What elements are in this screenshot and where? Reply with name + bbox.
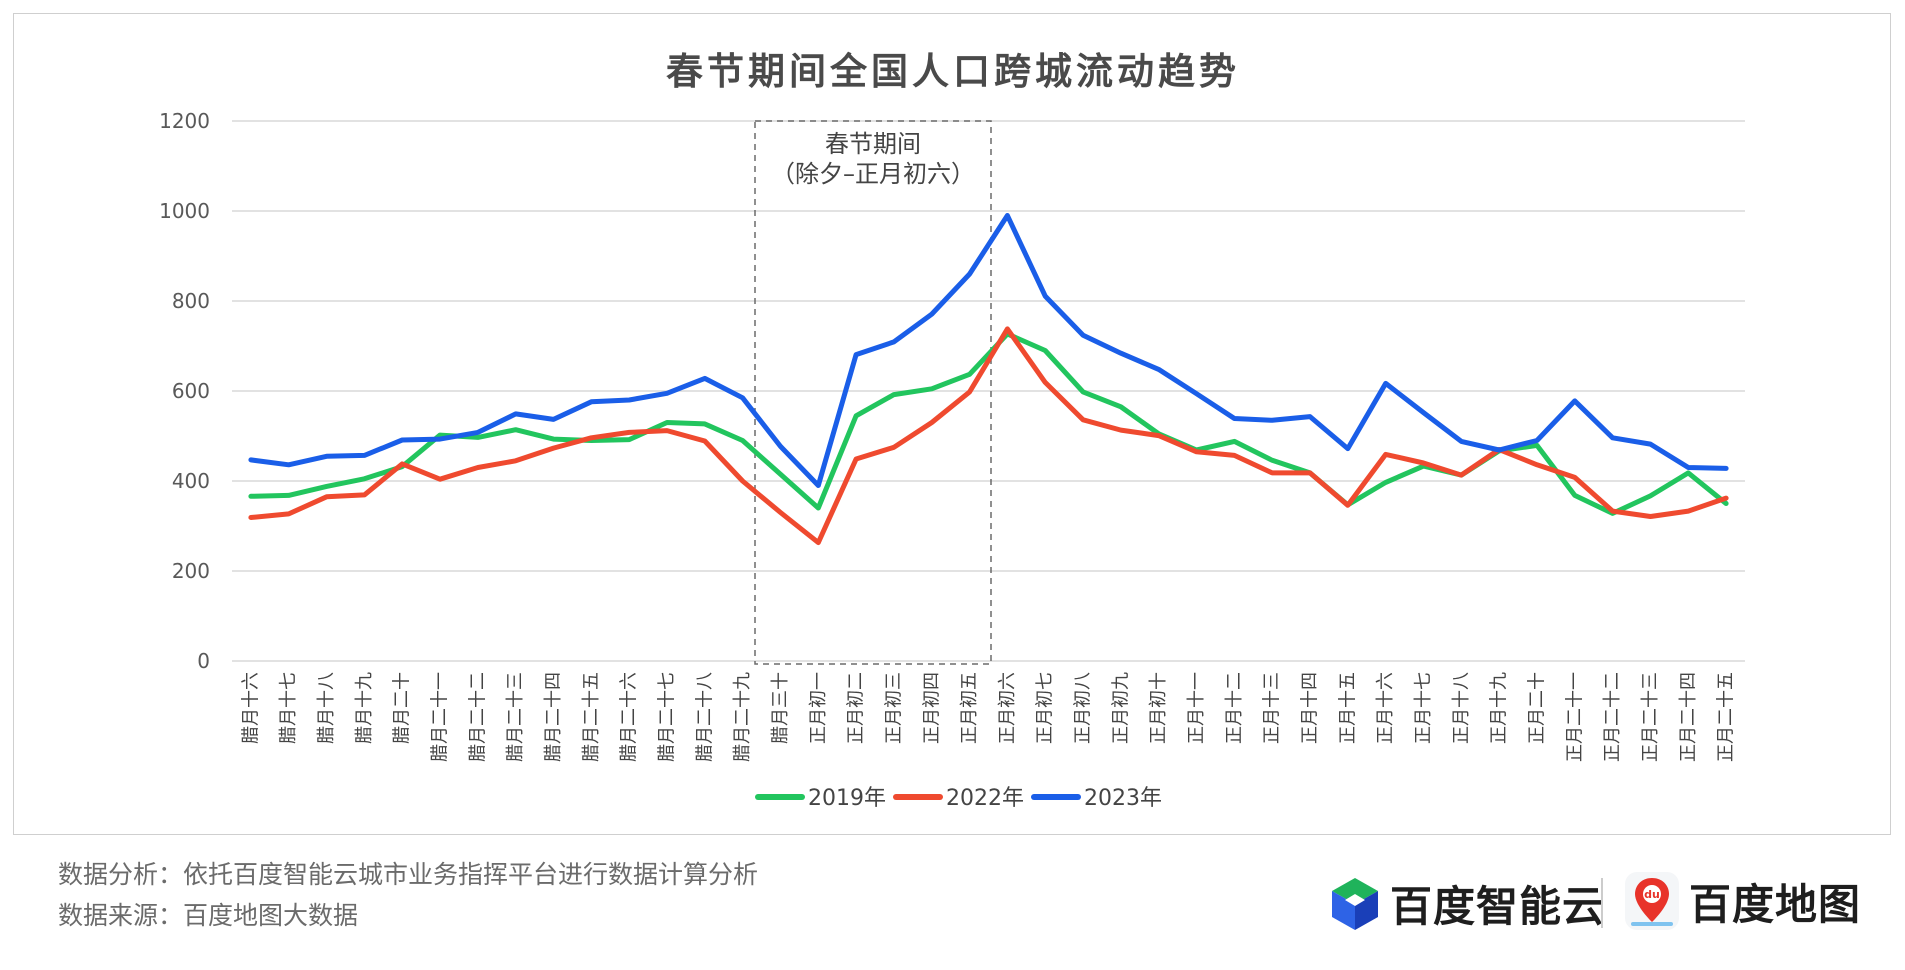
chart-frame: 春节期间全国人口跨城流动趋势 0 200 400 600 800 1000 1200 春节期… [13,13,1891,835]
x-tick-label: 正月十五 [1337,672,1358,744]
x-tick-label: 正月初七 [1035,672,1056,744]
x-tick-label: 正月初二 [846,672,867,744]
x-tick-label: 正月十六 [1375,672,1396,744]
legend-label: 2023年 [1084,786,1162,811]
annotation-line2: （除夕–正月初六） [771,160,975,188]
x-tick-label: 正月十四 [1300,672,1321,744]
x-tick-label: 正月二十四 [1678,672,1699,762]
x-tick-label: 腊月二十三 [505,672,526,762]
x-tick-label: 正月二十一 [1564,672,1585,762]
baidu-map-name: 百度地图 [1689,879,1862,929]
brand-divider [1601,878,1603,928]
x-tick-label: 腊月二十七 [656,672,677,762]
y-tick-label: 1200 [159,109,210,133]
series-layer [248,213,1729,546]
x-tick-label: 腊月三十 [770,672,791,744]
baidu-map-badge: du [1644,888,1660,901]
y-tick-label: 200 [172,559,210,583]
x-tick-label: 正月十三 [1262,672,1283,744]
x-tick-label: 正月十九 [1489,672,1510,744]
baidu-cloud-brand: 百度智能云 [1328,873,1605,934]
x-tick-label: 腊月二十二 [467,672,488,762]
x-tick-label: 正月二十三 [1640,672,1661,762]
series-line-2 [248,213,1729,488]
x-tick-label: 正月初五 [959,672,980,744]
x-tick-label: 正月初四 [921,672,942,744]
baidu-cloud-logo-icon [1332,877,1378,930]
x-tick-label: 腊月二十五 [581,672,602,762]
legend-label: 2019年 [808,786,886,811]
x-tick-labels: 腊月十六 腊月十七 腊月十八 腊月十九 腊月二十 腊月二十一 腊月二十二 腊月二十三 腊月二十四… [240,672,1736,762]
x-tick-label: 正月十七 [1413,672,1434,744]
x-tick-label: 腊月二十 [392,672,413,744]
annotation-line1: 春节期间 [825,130,921,158]
x-tick-label: 正月初十 [1148,672,1169,744]
baidu-map-brand: du 百度地图 [1623,870,1861,932]
series-line-1 [248,326,1729,546]
x-tick-label: 正月十八 [1451,672,1472,744]
x-tick-label: 正月二十二 [1602,672,1623,762]
x-tick-label: 正月十二 [1224,672,1245,744]
y-tick-label: 1000 [159,199,210,223]
x-tick-label: 腊月十九 [354,672,375,744]
x-tick-label: 正月初九 [1110,672,1131,744]
x-tick-label: 腊月二十九 [732,672,753,762]
grid-layer: 0 200 400 600 800 1000 1200 [159,109,1745,673]
x-tick-label: 正月二十五 [1716,672,1737,762]
y-tick-label: 600 [172,379,210,403]
y-tick-label: 400 [172,469,210,493]
footer-analysis: 数据分析：依托百度智能云城市业务指挥平台进行数据计算分析 [58,860,759,889]
x-tick-label: 腊月十七 [278,672,299,744]
x-tick-label: 腊月二十八 [694,672,715,762]
x-tick-label: 正月十一 [1186,672,1207,744]
x-tick-label: 正月初六 [997,672,1018,744]
annotation-layer: 春节期间 （除夕–正月初六） [754,120,992,665]
x-tick-label: 腊月十六 [240,672,261,744]
y-tick-label: 800 [172,289,210,313]
chart-svg: 春节期间全国人口跨城流动趋势 0 200 400 600 800 1000 1200 春节期… [159,50,1745,811]
legend: 2019年 2022年 2023年 [755,786,1162,811]
x-tick-label: 腊月二十一 [430,672,451,762]
annotation-box [754,120,992,665]
footer-source: 数据来源：百度地图大数据 [58,901,359,930]
baidu-map-pin-icon: du [1625,872,1679,930]
legend-label: 2022年 [946,786,1024,811]
x-tick-label: 正月初三 [883,672,904,744]
x-tick-label: 腊月二十六 [619,672,640,762]
x-tick-label: 正月初八 [1073,672,1094,744]
x-tick-label: 正月初一 [808,672,829,744]
x-tick-label: 腊月二十四 [543,672,564,762]
x-tick-label: 正月二十 [1526,672,1547,744]
baidu-cloud-name: 百度智能云 [1390,882,1606,931]
chart-title: 春节期间全国人口跨城流动趋势 [666,50,1240,93]
y-tick-label: 0 [197,649,210,673]
x-tick-label: 腊月十八 [316,672,337,744]
